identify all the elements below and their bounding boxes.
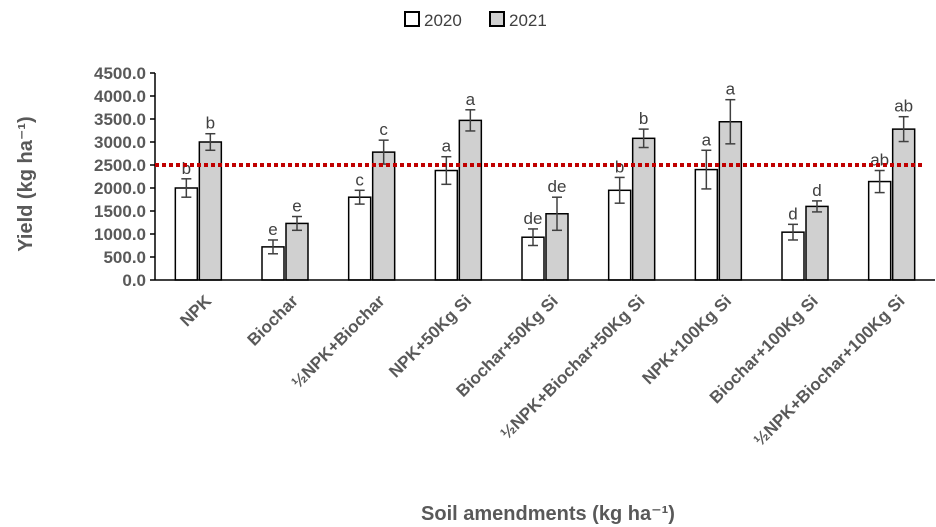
significance-letter: b (182, 159, 191, 178)
bars: bbeeccaadedebbaaddabab (174, 80, 916, 281)
y-tick-label: 4000.0 (94, 87, 146, 106)
significance-letter: a (466, 90, 476, 109)
bar-2021 (371, 151, 396, 281)
legend-label-2021: 2021 (509, 11, 547, 30)
y-tick-label: 3500.0 (94, 110, 146, 129)
legend-swatch-2021 (489, 11, 505, 27)
significance-letter: b (639, 109, 648, 128)
significance-letter: e (268, 220, 277, 239)
bar-2020 (347, 196, 372, 281)
significance-letter: a (442, 137, 452, 156)
y-tick-label: 4500.0 (94, 64, 146, 83)
significance-letter: c (355, 170, 364, 189)
legend-swatch-2020 (404, 11, 420, 27)
legend: 2020 2021 (404, 11, 547, 30)
y-tick-label: 0.0 (122, 271, 146, 290)
y-tick-label: 500.0 (103, 248, 146, 267)
x-category-label: NPK (176, 291, 215, 330)
significance-letter: b (206, 114, 215, 133)
significance-letter: d (788, 204, 797, 223)
y-tick-label: 3000.0 (94, 133, 146, 152)
bar-2021 (805, 205, 829, 281)
bar-2021 (718, 121, 743, 281)
bar-2020 (434, 169, 459, 281)
y-tick-label: 2500.0 (94, 156, 146, 175)
significance-letter: a (702, 130, 712, 149)
bar-2020 (174, 187, 199, 281)
x-category-label: NPK+100Kg Si (639, 291, 736, 388)
y-tick-label: 2000.0 (94, 179, 146, 198)
x-category-label: ½NPK+Biochar+100Kg Si (750, 291, 908, 449)
y-tick-label: 1000.0 (94, 225, 146, 244)
bar-2020 (867, 180, 892, 281)
significance-letter: a (726, 80, 736, 99)
y-axis: 0.0 500.0 1000.0 1500.0 2000.0 2500.0 3000.0 35… (94, 64, 156, 290)
x-category-label: ½NPK+Biochar (288, 291, 389, 392)
y-tick-label: 1500.0 (94, 202, 146, 221)
legend-label-2020: 2020 (424, 11, 462, 30)
bar-2021 (891, 128, 916, 281)
significance-letter: de (548, 177, 567, 196)
significance-letter: de (524, 209, 543, 228)
significance-letter: e (292, 197, 301, 216)
y-axis-title: Yield (kg ha⁻¹) (15, 116, 37, 251)
bar-2021 (458, 119, 483, 281)
x-category-label: Biochar (244, 291, 302, 349)
significance-letter: c (379, 120, 388, 139)
bar-2021 (285, 222, 309, 281)
x-category-label: NPK+50Kg Si (385, 291, 475, 381)
significance-letter: d (812, 181, 821, 200)
x-axis-title: Soil amendments (kg ha⁻¹) (421, 503, 675, 525)
bar-2021 (198, 141, 223, 281)
significance-letter: ab (894, 97, 913, 116)
x-category-label: ½NPK+Biochar+50Kg Si (497, 291, 649, 443)
bar-2021 (631, 137, 656, 281)
